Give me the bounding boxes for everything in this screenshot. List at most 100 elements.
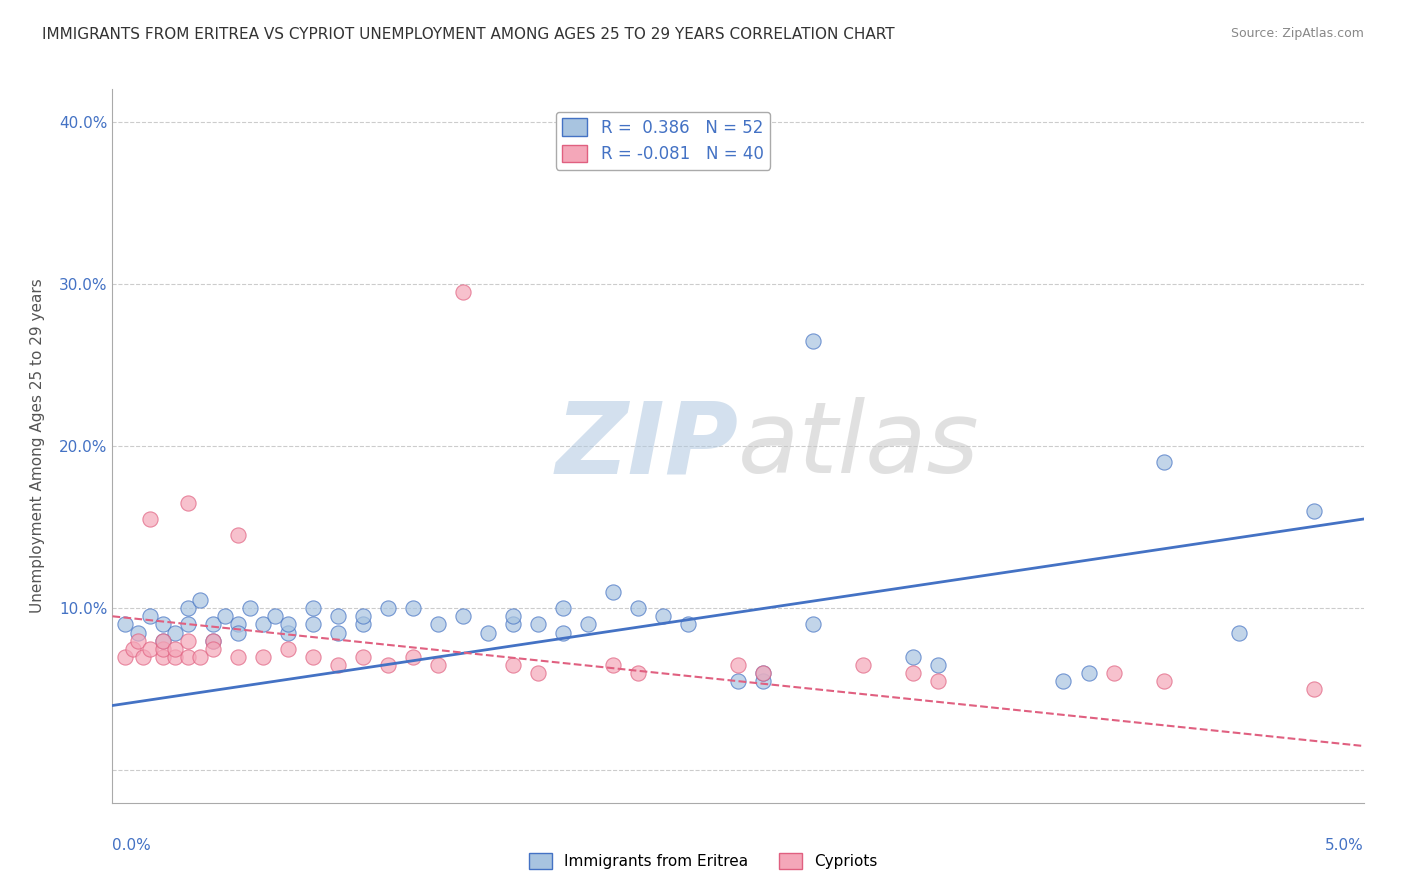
- Point: [377, 657, 399, 672]
- Point: [352, 649, 374, 664]
- Point: [527, 617, 550, 632]
- Point: [727, 674, 749, 689]
- Point: [188, 649, 211, 664]
- Point: [176, 633, 198, 648]
- Point: [502, 657, 524, 672]
- Point: [326, 657, 349, 672]
- Text: 0.0%: 0.0%: [112, 838, 152, 853]
- Point: [527, 666, 550, 681]
- Point: [1302, 504, 1324, 518]
- Point: [114, 649, 136, 664]
- Point: [727, 657, 749, 672]
- Point: [676, 617, 699, 632]
- Legend: R =  0.386   N = 52, R = -0.081   N = 40: R = 0.386 N = 52, R = -0.081 N = 40: [555, 112, 770, 169]
- Point: [163, 649, 186, 664]
- Point: [264, 609, 287, 624]
- Point: [1077, 666, 1099, 681]
- Point: [752, 674, 775, 689]
- Point: [152, 641, 174, 656]
- Point: [627, 666, 650, 681]
- Point: [277, 625, 299, 640]
- Text: Source: ZipAtlas.com: Source: ZipAtlas.com: [1230, 27, 1364, 40]
- Point: [139, 641, 162, 656]
- Point: [214, 609, 236, 624]
- Point: [402, 649, 425, 664]
- Point: [752, 666, 775, 681]
- Point: [477, 625, 499, 640]
- Point: [176, 617, 198, 632]
- Point: [903, 649, 925, 664]
- Point: [201, 633, 224, 648]
- Point: [377, 601, 399, 615]
- Text: ZIP: ZIP: [555, 398, 738, 494]
- Point: [1302, 682, 1324, 697]
- Point: [602, 585, 624, 599]
- Point: [326, 625, 349, 640]
- Point: [602, 657, 624, 672]
- Point: [627, 601, 650, 615]
- Text: atlas: atlas: [738, 398, 980, 494]
- Point: [1227, 625, 1250, 640]
- Point: [201, 641, 224, 656]
- Point: [402, 601, 425, 615]
- Point: [226, 649, 249, 664]
- Point: [752, 666, 775, 681]
- Point: [551, 601, 574, 615]
- Point: [301, 601, 323, 615]
- Point: [1153, 455, 1175, 469]
- Point: [226, 528, 249, 542]
- Point: [551, 625, 574, 640]
- Point: [201, 633, 224, 648]
- Point: [139, 609, 162, 624]
- Point: [226, 617, 249, 632]
- Point: [502, 617, 524, 632]
- Point: [176, 496, 198, 510]
- Point: [652, 609, 675, 624]
- Point: [239, 601, 262, 615]
- Point: [188, 593, 211, 607]
- Point: [121, 641, 143, 656]
- Point: [502, 609, 524, 624]
- Point: [801, 334, 824, 348]
- Point: [801, 617, 824, 632]
- Point: [152, 633, 174, 648]
- Point: [176, 601, 198, 615]
- Point: [352, 617, 374, 632]
- Point: [451, 285, 474, 299]
- Point: [927, 657, 949, 672]
- Point: [252, 617, 274, 632]
- Point: [127, 633, 149, 648]
- Text: IMMIGRANTS FROM ERITREA VS CYPRIOT UNEMPLOYMENT AMONG AGES 25 TO 29 YEARS CORREL: IMMIGRANTS FROM ERITREA VS CYPRIOT UNEMP…: [42, 27, 894, 42]
- Point: [326, 609, 349, 624]
- Point: [152, 633, 174, 648]
- Legend: Immigrants from Eritrea, Cypriots: Immigrants from Eritrea, Cypriots: [523, 847, 883, 875]
- Point: [114, 617, 136, 632]
- Point: [201, 617, 224, 632]
- Point: [131, 649, 153, 664]
- Point: [176, 649, 198, 664]
- Point: [139, 512, 162, 526]
- Point: [277, 617, 299, 632]
- Point: [163, 641, 186, 656]
- Point: [1052, 674, 1074, 689]
- Point: [426, 617, 449, 632]
- Text: 5.0%: 5.0%: [1324, 838, 1364, 853]
- Point: [152, 649, 174, 664]
- Y-axis label: Unemployment Among Ages 25 to 29 years: Unemployment Among Ages 25 to 29 years: [31, 278, 45, 614]
- Point: [903, 666, 925, 681]
- Point: [426, 657, 449, 672]
- Point: [252, 649, 274, 664]
- Point: [277, 641, 299, 656]
- Point: [451, 609, 474, 624]
- Point: [301, 649, 323, 664]
- Point: [163, 625, 186, 640]
- Point: [1153, 674, 1175, 689]
- Point: [127, 625, 149, 640]
- Point: [152, 617, 174, 632]
- Point: [927, 674, 949, 689]
- Point: [226, 625, 249, 640]
- Point: [301, 617, 323, 632]
- Point: [352, 609, 374, 624]
- Point: [576, 617, 599, 632]
- Point: [852, 657, 875, 672]
